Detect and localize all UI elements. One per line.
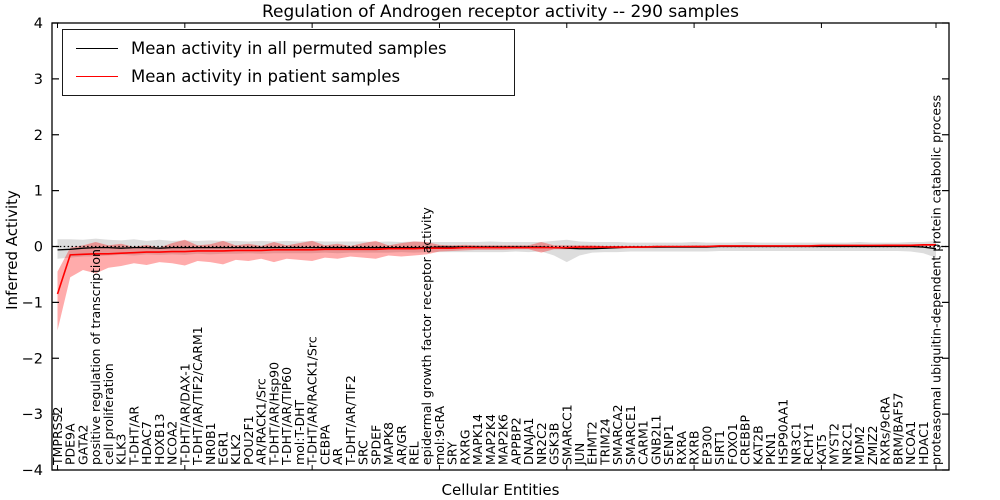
x-category-label: CREBBP — [738, 415, 753, 465]
x-category-label: T-DHT/AR/Hsp90 — [266, 362, 281, 466]
legend: Mean activity in all permuted samples Me… — [62, 29, 515, 96]
x-category-label: MAPK14 — [470, 414, 485, 465]
x-category-label: AR/RACK1/Src — [254, 378, 269, 465]
x-category-label: MDM2 — [852, 426, 867, 465]
x-category-label: ZMIZ2 — [865, 425, 880, 465]
x-category-label: mol:T-DHT — [292, 399, 307, 465]
x-category-label: EGR1 — [216, 431, 231, 465]
x-category-label: RXRB — [687, 430, 702, 465]
x-category-label: HDAC1 — [916, 421, 931, 465]
x-category-label: cell proliferation — [101, 363, 116, 465]
y-tick-label: −2 — [22, 351, 43, 367]
x-category-label: T-DHT/AR/TIF2/CARM1 — [190, 326, 205, 466]
y-tick-label: 3 — [34, 72, 43, 88]
x-category-label: GSK3B — [547, 423, 562, 465]
x-category-label: POU2F1 — [241, 415, 256, 465]
x-category-label: NCOA1 — [903, 421, 918, 465]
x-category-label: PKN1 — [763, 432, 778, 465]
x-category-label: KAT5 — [814, 434, 829, 465]
x-category-label: SENP1 — [661, 424, 676, 465]
x-category-label: KAT2B — [750, 425, 765, 465]
x-category-label: NR2C1 — [839, 422, 854, 465]
legend-item-patient: Mean activity in patient samples — [76, 67, 514, 86]
x-category-label: PDE9A — [63, 423, 78, 465]
y-tick-label: 4 — [34, 16, 43, 32]
legend-label-patient: Mean activity in patient samples — [131, 67, 401, 87]
x-category-label: proteasomal ubiquitin-dependent protein … — [929, 95, 944, 465]
x-category-label: T-DHT/AR/DAX-1 — [177, 363, 192, 466]
y-tick-label: 1 — [34, 184, 43, 200]
x-category-label: EHMT2 — [585, 421, 600, 465]
y-tick-label: 2 — [34, 128, 43, 144]
x-category-label: T-DHT/AR/TIF2 — [343, 375, 358, 466]
y-tick-label: −3 — [22, 407, 43, 423]
x-category-label: MAPK8 — [381, 422, 396, 465]
patient-mean-line — [56, 244, 936, 295]
x-category-label: SRC — [356, 440, 371, 465]
legend-item-permuted: Mean activity in all permuted samples — [76, 39, 514, 58]
x-category-label: GATA2 — [75, 425, 90, 465]
y-axis-label: Inferred Activity — [3, 190, 21, 310]
x-category-label: MAP2K4 — [483, 414, 498, 465]
x-category-label: CEBPA — [317, 424, 332, 465]
x-category-label: RXRs/9cRA — [878, 396, 893, 465]
x-category-label: SPDEF — [368, 425, 383, 465]
permuted-confidence-band — [57, 238, 936, 263]
x-category-label: T-DHT/AR/TIP60 — [279, 367, 294, 466]
patient-confidence-band — [57, 239, 936, 331]
x-category-label: APPBP2 — [508, 417, 523, 465]
x-category-label: T-DHT/AR/RACK1/Src — [305, 336, 320, 466]
x-category-label: GNB2L1 — [648, 415, 663, 465]
x-category-label: MAP2K6 — [496, 414, 511, 465]
x-category-label: T-DHT/AR — [126, 406, 141, 466]
x-category-label: epidermal growth factor receptor activit… — [419, 207, 434, 465]
y-tick-label: −4 — [22, 463, 43, 479]
x-category-label: KLK3 — [114, 434, 129, 465]
x-category-label: SRY — [445, 441, 460, 465]
x-category-label: SMARCA2 — [610, 404, 625, 465]
x-category-label: HSP90AA1 — [776, 399, 791, 465]
x-category-label: MYST2 — [827, 423, 842, 465]
x-category-label: CARM1 — [636, 420, 651, 465]
x-category-label: NR0B1 — [203, 422, 218, 465]
x-category-label: HDAC7 — [139, 421, 154, 465]
x-category-label: JUN — [572, 443, 587, 466]
y-tick-label: 0 — [34, 240, 43, 256]
patient-line-sample-icon — [76, 76, 118, 78]
x-category-label: SIRT1 — [712, 430, 727, 465]
x-axis-label: Cellular Entities — [441, 481, 560, 499]
x-category-label: KLK2 — [228, 434, 243, 465]
x-category-label: FOXO1 — [725, 423, 740, 465]
y-tick-label: −1 — [22, 295, 43, 311]
plot-frame — [51, 22, 950, 471]
legend-label-permuted: Mean activity in all permuted samples — [131, 38, 447, 58]
x-category-label: EP300 — [699, 426, 714, 465]
x-category-label: RXRA — [674, 431, 689, 465]
x-category-label: RXRG — [457, 429, 472, 465]
x-category-label: TMPRSS2 — [50, 407, 65, 466]
x-category-label: NR3C1 — [788, 422, 803, 465]
x-category-label: RCHY1 — [801, 423, 816, 465]
x-category-label: BRM/BAF57 — [890, 393, 905, 465]
x-category-label: TRIM24 — [597, 418, 612, 466]
x-category-label: SMARCE1 — [623, 405, 638, 465]
x-category-label: NCOA2 — [165, 421, 180, 465]
x-category-label: AR/GR — [394, 425, 409, 465]
x-category-label: SMARCC1 — [559, 404, 574, 465]
chart-title: Regulation of Androgen receptor activity… — [262, 2, 739, 22]
x-category-label: DNAJA1 — [521, 418, 536, 466]
x-category-label: HOXB13 — [152, 414, 167, 465]
x-category-label: positive regulation of transcription — [88, 249, 103, 465]
x-category-label: REL — [406, 441, 421, 465]
x-category-label: AR — [330, 447, 345, 465]
x-category-label: NR2C2 — [534, 422, 549, 465]
x-category-label: mol:9cRA — [432, 405, 447, 465]
permuted-line-sample-icon — [76, 47, 118, 49]
